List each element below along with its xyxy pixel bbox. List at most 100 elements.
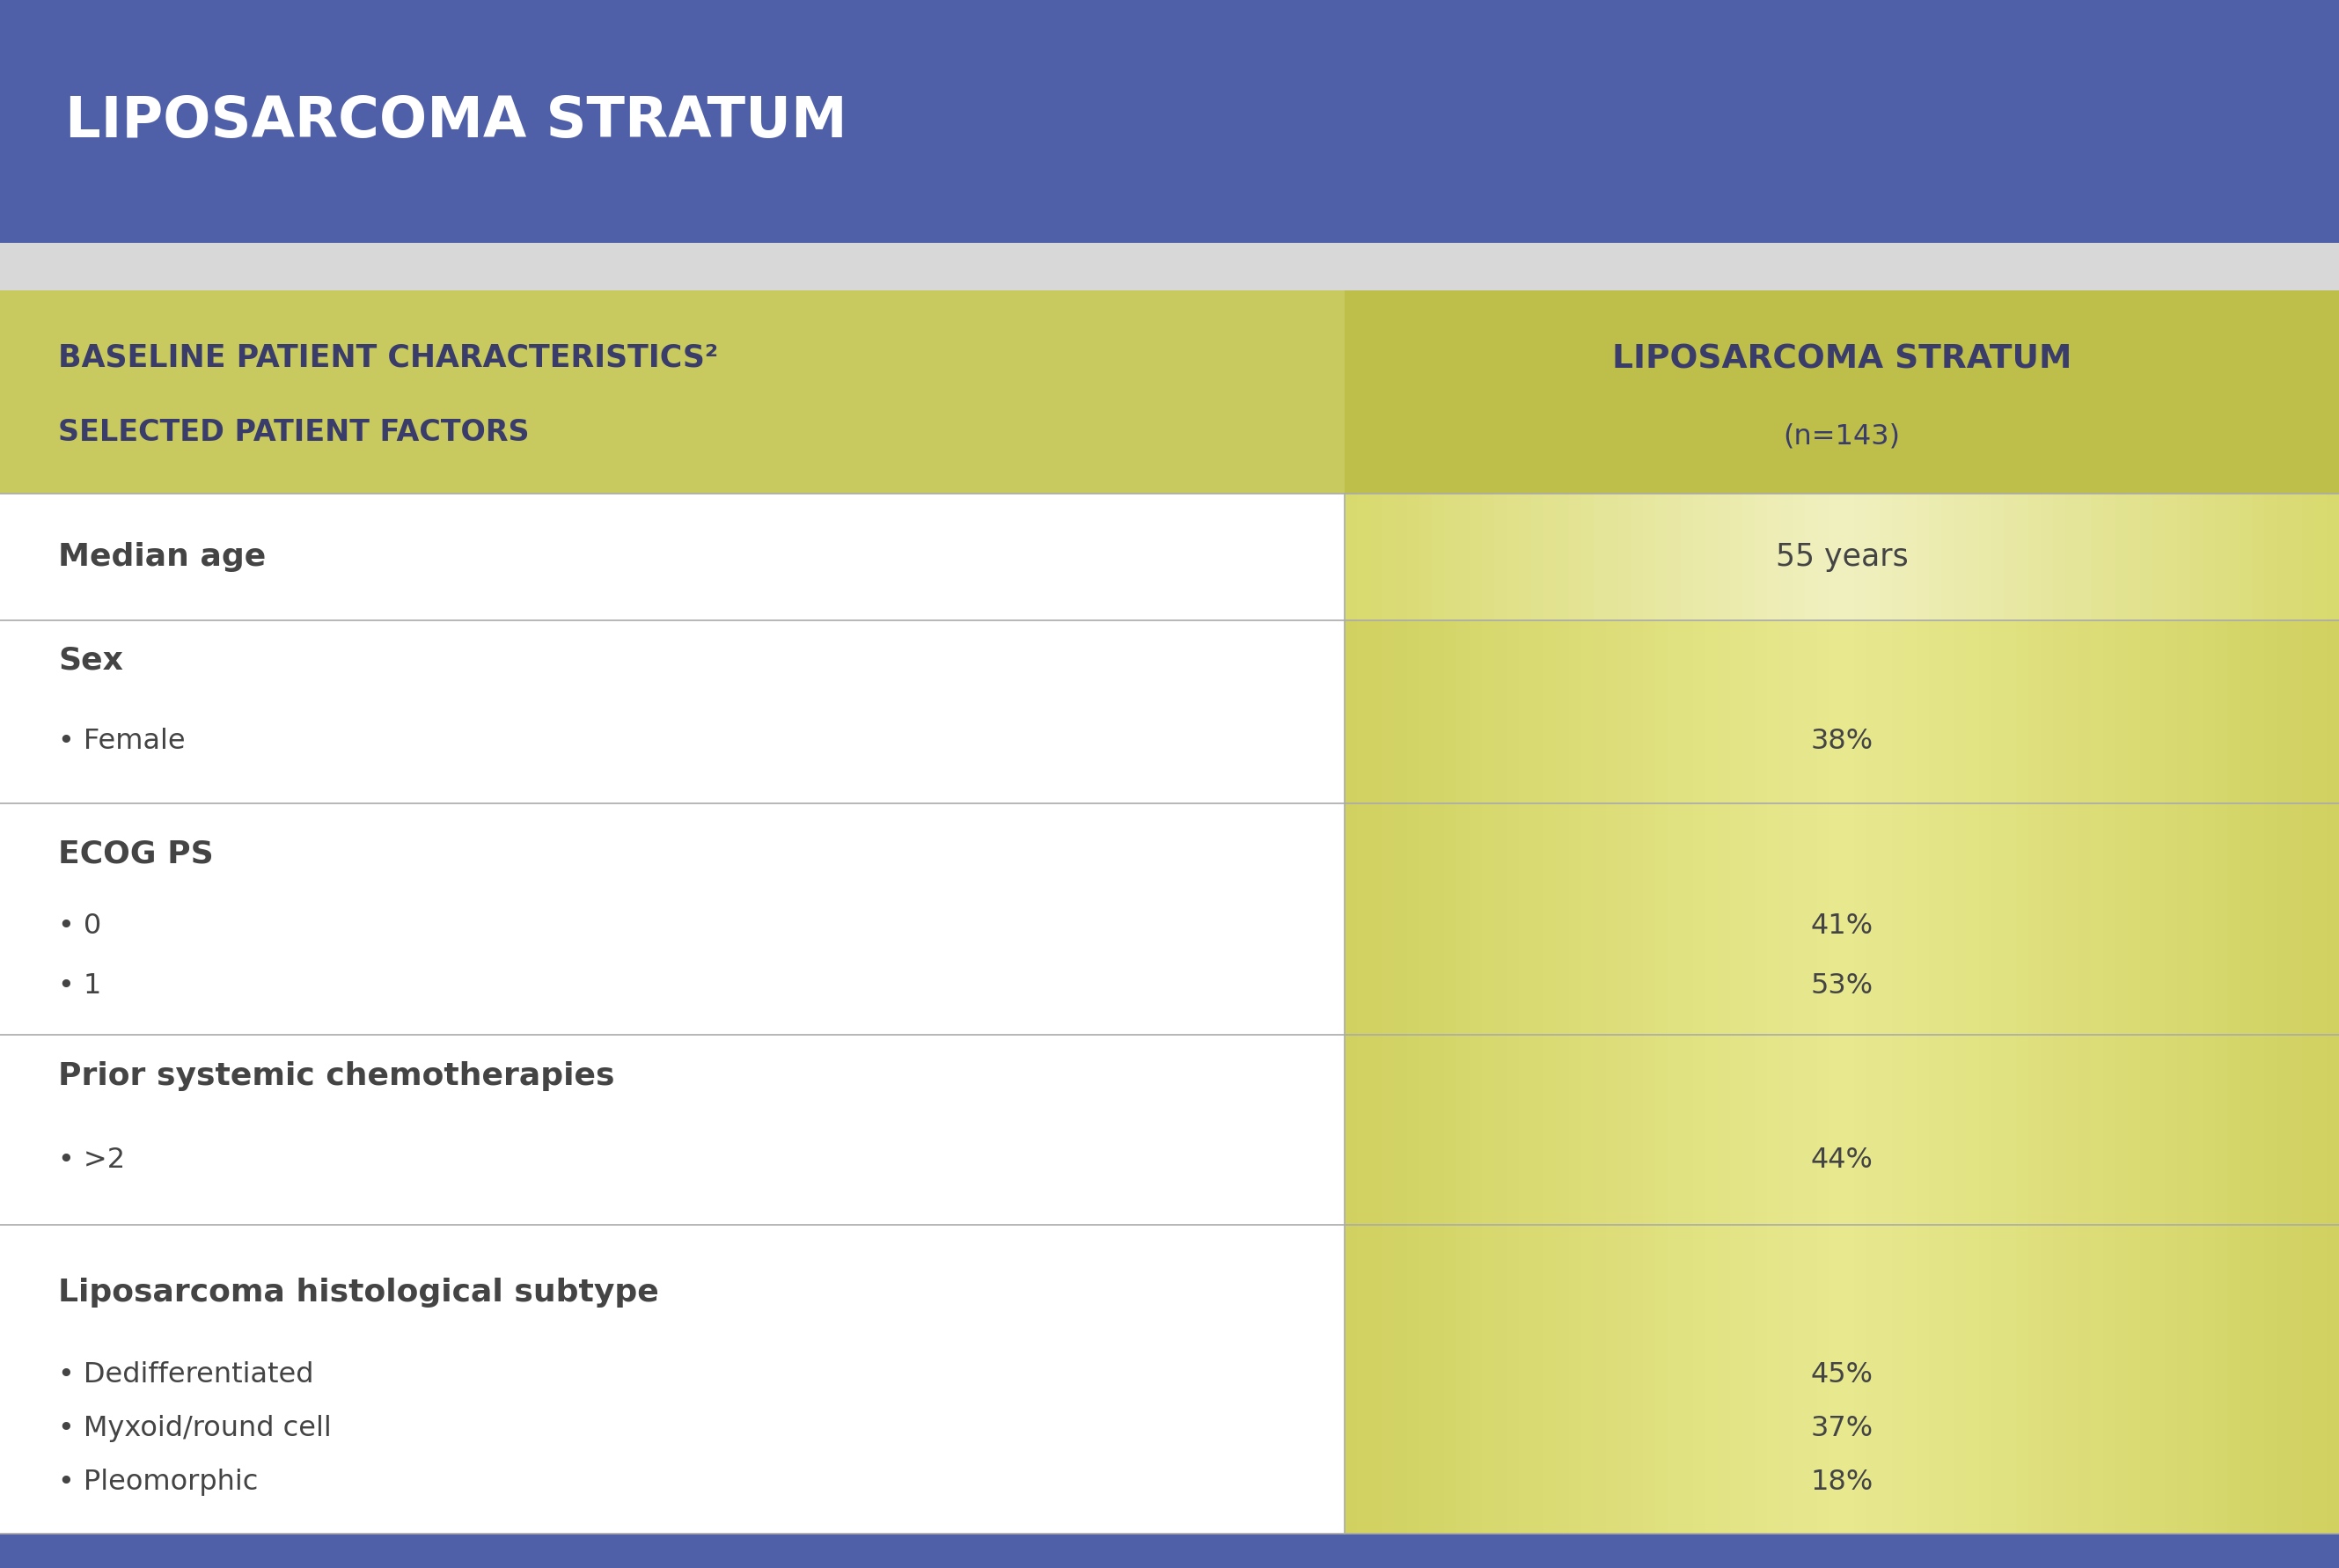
Bar — [2302, 1225, 2316, 1534]
Bar — [1394, 621, 1410, 803]
Bar — [1431, 1035, 1446, 1225]
Bar — [2091, 1225, 2105, 1534]
Bar — [2040, 1035, 2056, 1225]
Bar — [1345, 1225, 1359, 1534]
Bar — [2215, 1225, 2229, 1534]
Bar — [1967, 621, 1981, 803]
Bar — [1420, 621, 1434, 803]
Bar — [1979, 494, 1993, 621]
Text: Prior systemic chemotherapies: Prior systemic chemotherapies — [58, 1062, 615, 1091]
Bar — [2091, 803, 2105, 1035]
Bar — [2276, 494, 2292, 621]
Bar — [2016, 803, 2030, 1035]
Bar — [2040, 803, 2056, 1035]
Bar — [1357, 1035, 1373, 1225]
Bar — [2077, 621, 2093, 803]
Bar — [1443, 1225, 1460, 1534]
Bar — [1855, 1035, 1869, 1225]
Bar — [1431, 494, 1446, 621]
Bar — [1892, 621, 1906, 803]
Bar — [2054, 621, 2068, 803]
Bar — [1642, 1035, 1658, 1225]
Bar — [2028, 621, 2044, 803]
Bar — [1593, 621, 1609, 803]
Bar — [1495, 1035, 1509, 1225]
Bar — [1829, 1035, 1843, 1225]
Bar — [2227, 803, 2241, 1035]
Bar — [1581, 1035, 1595, 1225]
Bar — [1630, 621, 1647, 803]
Bar — [2065, 1035, 2079, 1225]
Text: • 1: • 1 — [58, 972, 103, 1000]
Bar — [1495, 803, 1509, 1035]
Bar — [2178, 621, 2192, 803]
Bar — [1754, 803, 1771, 1035]
Bar — [1817, 1035, 1831, 1225]
Bar — [2152, 803, 2168, 1035]
Bar — [2005, 803, 2019, 1035]
Bar — [1953, 621, 1969, 803]
Text: • Female: • Female — [58, 728, 185, 754]
Bar — [1593, 803, 1609, 1035]
Bar — [2327, 803, 2339, 1035]
Bar — [2203, 1035, 2217, 1225]
Bar — [1817, 1225, 1831, 1534]
Bar — [2091, 494, 2105, 621]
Bar — [1967, 494, 1981, 621]
Bar — [2152, 621, 2168, 803]
Text: Median age: Median age — [58, 543, 267, 572]
Bar — [1792, 621, 1808, 803]
Bar — [2140, 1035, 2154, 1225]
Text: • Myxoid/round cell: • Myxoid/round cell — [58, 1414, 332, 1443]
Bar — [2215, 1035, 2229, 1225]
Bar — [1382, 494, 1396, 621]
Bar — [1382, 1225, 1396, 1534]
Bar — [1457, 1225, 1471, 1534]
Bar — [1743, 621, 1757, 803]
Bar — [0, 290, 1345, 494]
Bar — [1731, 1035, 1745, 1225]
Bar — [2178, 1035, 2192, 1225]
Bar — [1656, 1225, 1670, 1534]
Bar — [2128, 621, 2143, 803]
Bar — [1619, 1035, 1633, 1225]
Bar — [1495, 1225, 1509, 1534]
Bar — [2302, 1035, 2316, 1225]
Bar — [1506, 803, 1520, 1035]
Bar — [2091, 621, 2105, 803]
Bar — [1829, 494, 1843, 621]
Bar — [2264, 1225, 2278, 1534]
Bar — [1731, 494, 1745, 621]
Bar — [1630, 1225, 1647, 1534]
Bar — [1705, 621, 1719, 803]
Bar — [1743, 494, 1757, 621]
Bar — [1345, 621, 1359, 803]
Text: 45%: 45% — [1810, 1361, 1874, 1389]
Bar — [1394, 494, 1410, 621]
Bar — [1817, 621, 1831, 803]
Text: LIPOSARCOMA STRATUM: LIPOSARCOMA STRATUM — [65, 94, 847, 149]
Bar — [1619, 621, 1633, 803]
Bar — [2227, 621, 2241, 803]
Bar — [2215, 803, 2229, 1035]
Bar — [1371, 621, 1385, 803]
Bar — [2264, 803, 2278, 1035]
Bar — [0, 494, 1345, 621]
Bar — [2065, 494, 2079, 621]
Bar — [0, 243, 2339, 290]
Bar — [1630, 1035, 1647, 1225]
Bar — [1382, 621, 1396, 803]
Bar — [1481, 803, 1497, 1035]
Bar — [1518, 494, 1534, 621]
Bar — [2065, 803, 2079, 1035]
Bar — [1457, 621, 1471, 803]
Bar — [1930, 1035, 1944, 1225]
Bar — [2054, 1035, 2068, 1225]
Bar — [1754, 1225, 1771, 1534]
Bar — [1867, 621, 1881, 803]
Bar — [2091, 1035, 2105, 1225]
Bar — [1841, 621, 1857, 803]
Bar — [1930, 494, 1944, 621]
Bar — [1817, 803, 1831, 1035]
Bar — [1532, 803, 1546, 1035]
